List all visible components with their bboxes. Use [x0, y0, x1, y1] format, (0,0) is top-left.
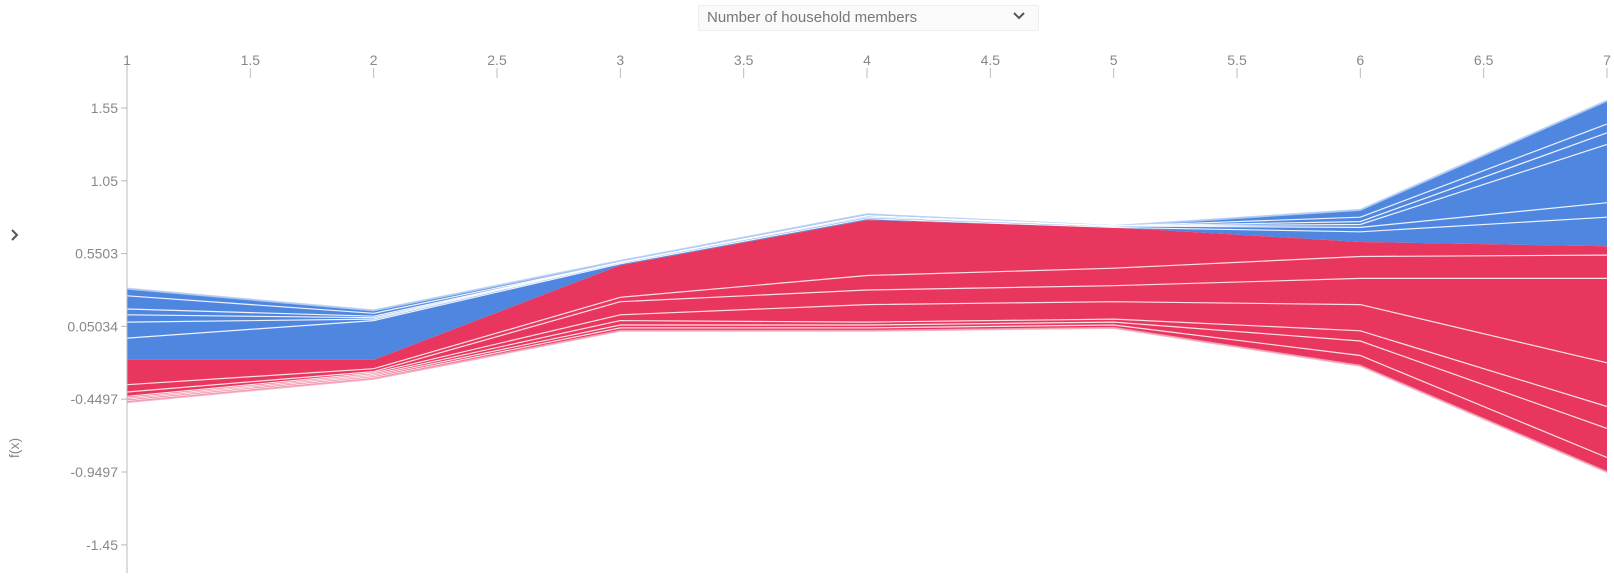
x-tick-label: 3.5 [734, 52, 754, 68]
chevron-right-icon[interactable] [6, 226, 24, 244]
negative-series-line [126, 143, 1608, 319]
positive-series-line [126, 277, 1607, 393]
x-tick-label: 5 [1110, 52, 1118, 68]
x-tick-label: 2.5 [487, 52, 507, 68]
area-layers [127, 100, 1607, 472]
y-tick-label: -0.4497 [71, 391, 119, 407]
chevron-down-icon [1013, 12, 1025, 20]
x-tick-label: 6.5 [1474, 52, 1494, 68]
separator-lines [126, 99, 1608, 473]
y-axis: 1.55 1.05 0.5503 0.05034 -0.4497 -0.9497 -1.45 [67, 100, 127, 553]
x-tick-label: 4 [863, 52, 871, 68]
positive-series-line [126, 318, 1608, 408]
y-tick-label: 0.05034 [67, 318, 118, 334]
x-tick-label: 5.5 [1227, 52, 1247, 68]
feature-dropdown[interactable]: Number of household members [698, 5, 1039, 31]
negative-area [127, 100, 1607, 360]
positive-series-line [126, 301, 1608, 397]
x-tick-label: 4.5 [981, 52, 1001, 68]
feature-dropdown-value: Number of household members [707, 9, 918, 26]
y-tick-label: -1.45 [86, 537, 118, 553]
x-tick-label: 1 [123, 52, 131, 68]
x-tick-label: 6 [1356, 52, 1364, 68]
y-tick-label: -0.9497 [71, 464, 119, 480]
negative-series-line [126, 99, 1608, 312]
x-tick-label: 2 [370, 52, 378, 68]
positive-area [127, 220, 1607, 472]
negative-series-line [126, 202, 1608, 323]
positive-series-line [126, 326, 1608, 473]
y-tick-label: 1.05 [91, 173, 118, 189]
positive-series-line [126, 321, 1608, 429]
negative-series-line [126, 216, 1608, 339]
x-tick-label: 7 [1603, 52, 1611, 68]
y-tick-label: 0.5503 [75, 246, 118, 262]
y-tick-label: 1.55 [91, 100, 118, 116]
y-axis-title: f(x) [6, 438, 22, 458]
x-axis: 1 1.5 2 2.5 3 3.5 4 4.5 5 5.5 6 6.5 7 [123, 52, 1611, 573]
x-tick-label: 3 [616, 52, 624, 68]
positive-series-line [126, 324, 1608, 459]
positive-series-line [126, 254, 1608, 386]
x-tick-label: 1.5 [241, 52, 261, 68]
